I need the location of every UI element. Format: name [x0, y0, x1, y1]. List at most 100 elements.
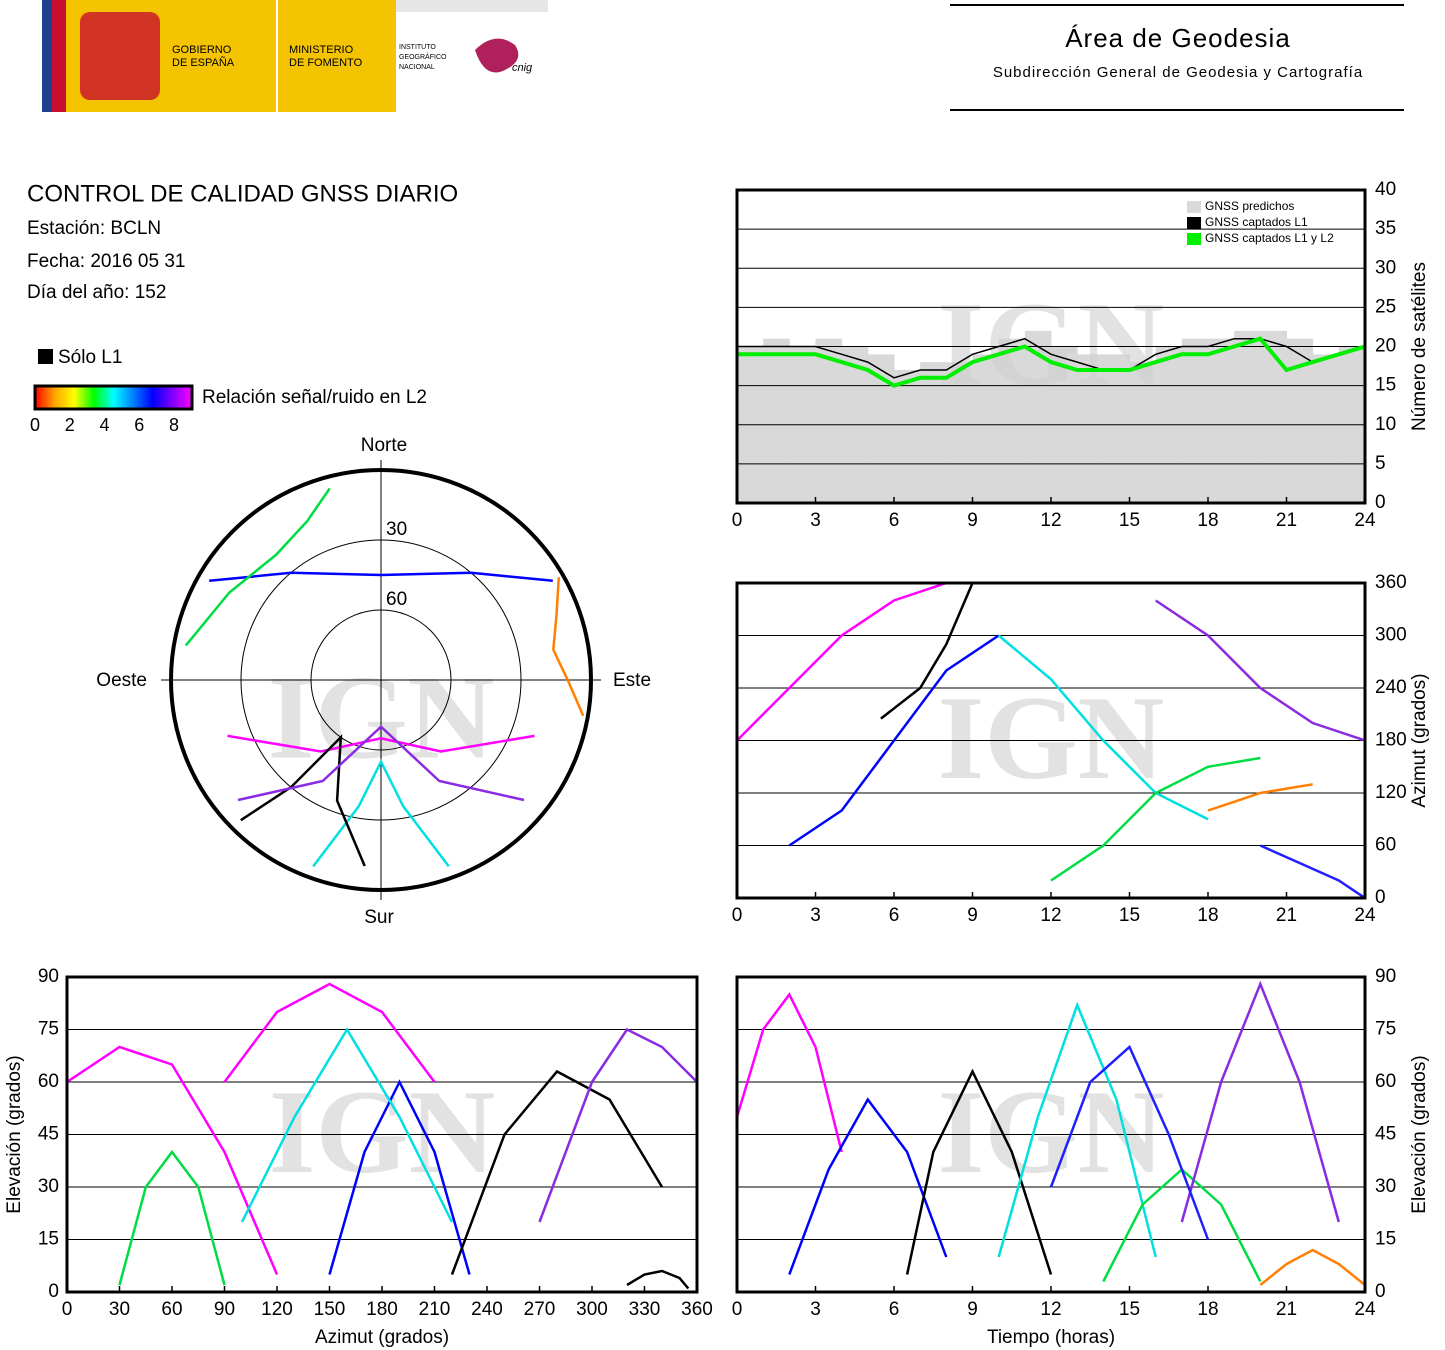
logo-text: GEOGRÁFICO	[399, 52, 447, 61]
track	[1050, 756, 1261, 882]
predicted-bar	[815, 338, 843, 503]
x-tick-label: 60	[161, 1299, 182, 1320]
sky-track	[312, 758, 450, 868]
sky-track	[184, 487, 331, 647]
track	[997, 1001, 1157, 1258]
logo-panel	[278, 0, 396, 112]
x-tick-label: 3	[810, 510, 821, 531]
x-tick-label: 300	[576, 1299, 608, 1320]
y-tick-label: 120	[1375, 782, 1407, 803]
north-label: Norte	[361, 435, 407, 456]
predicted-bar	[998, 338, 1026, 503]
ring-label: 60	[386, 589, 407, 610]
predicted-bar	[1234, 330, 1261, 503]
colorbar-tick-label: 4	[99, 415, 109, 435]
y-axis-label: Elevación (grados)	[4, 1055, 25, 1213]
track	[788, 634, 1000, 847]
y-tick-label: 300	[1375, 625, 1407, 646]
x-tick-label: 15	[1119, 1299, 1140, 1320]
logo-text: INSTITUTO	[399, 44, 436, 51]
x-tick-label: 12	[1040, 510, 1061, 531]
logo-text: DE ESPAÑA	[172, 56, 235, 69]
y-axis-label: Azimut (grados)	[1409, 673, 1430, 807]
predicted-bar	[1312, 354, 1340, 503]
legend-label: GNSS predichos	[1205, 199, 1294, 213]
x-tick-label: 6	[889, 510, 900, 531]
x-tick-label: 30	[109, 1299, 130, 1320]
track	[240, 1027, 454, 1223]
logo-text: GOBIERNO	[172, 44, 232, 56]
west-label: Oeste	[96, 670, 147, 691]
y-axis-label: Elevación (grados)	[1409, 1055, 1430, 1213]
horizon	[169, 468, 593, 892]
x-tick-label: 12	[1040, 905, 1061, 926]
y-tick-label: 5	[1375, 453, 1386, 474]
predicted-bar	[1260, 330, 1287, 503]
logo-block: GOBIERNO DE ESPAÑA MINISTERIO DE FOMENTO…	[42, 0, 548, 112]
x-tick-label: 120	[261, 1299, 293, 1320]
x-tick-label: 0	[62, 1299, 73, 1320]
colorbar-tick-label: 8	[169, 415, 179, 435]
header-title: Área de Geodesia	[1065, 23, 1291, 53]
plot-area: IGN	[737, 190, 1365, 503]
logo-text: DE FOMENTO	[289, 57, 363, 69]
y-tick-label: 20	[1375, 336, 1396, 357]
l1-swatch	[38, 349, 53, 364]
x-tick-label: 180	[366, 1299, 398, 1320]
predicted-bar	[894, 369, 921, 503]
l1-label: Sólo L1	[58, 347, 122, 368]
predicted-bar	[763, 338, 790, 503]
track	[880, 583, 974, 720]
colorbar-tick-label: 6	[134, 415, 144, 435]
predicted-bar	[1077, 354, 1104, 503]
x-tick-label: 15	[1119, 510, 1140, 531]
track	[1259, 1248, 1365, 1286]
y-tick-label: 30	[38, 1176, 59, 1197]
x-tick-label: 0	[732, 905, 743, 926]
y-tick-label: 0	[1375, 492, 1386, 513]
y-tick-label: 30	[1375, 1176, 1396, 1197]
x-tick-label: 210	[419, 1299, 451, 1320]
x-tick-label: 3	[810, 905, 821, 926]
x-tick-label: 9	[967, 510, 978, 531]
y-tick-label: 60	[1375, 1071, 1396, 1092]
y-tick-label: 0	[48, 1281, 59, 1302]
x-tick-label: 0	[732, 510, 743, 531]
y-tick-label: 45	[1375, 1124, 1396, 1145]
report-day: Día del año: 152	[27, 282, 166, 303]
track	[997, 634, 1209, 821]
sky-track	[552, 577, 585, 717]
x-tick-label: 18	[1197, 1299, 1218, 1320]
x-tick-label: 21	[1276, 905, 1297, 926]
x-tick-label: 24	[1354, 510, 1376, 531]
header-subtitle: Subdirección General de Geodesia y Carto…	[993, 64, 1363, 81]
y-tick-label: 35	[1375, 218, 1396, 239]
watermark: IGN	[938, 671, 1165, 804]
y-tick-label: 180	[1375, 730, 1407, 751]
track	[788, 1097, 948, 1275]
x-tick-label: 270	[524, 1299, 556, 1320]
sky-track	[237, 724, 525, 802]
y-tick-label: 60	[38, 1071, 59, 1092]
y-tick-label: 60	[1375, 835, 1396, 856]
track	[737, 992, 843, 1153]
logo-bar	[396, 0, 548, 12]
track	[737, 583, 947, 742]
y-tick-label: 15	[1375, 1229, 1396, 1250]
x-axis-label: Tiempo (horas)	[987, 1327, 1115, 1348]
x-tick-label: 21	[1276, 1299, 1297, 1320]
logo-shield	[80, 12, 160, 100]
y-tick-label: 75	[38, 1019, 59, 1040]
count-line	[737, 336, 1365, 388]
track	[538, 1027, 697, 1223]
track	[223, 982, 436, 1083]
track	[626, 1269, 690, 1290]
legend-label: GNSS captados L1 y L2	[1205, 231, 1334, 245]
y-tick-label: 90	[1375, 966, 1396, 987]
x-tick-label: 12	[1040, 1299, 1061, 1320]
legend-swatch	[1187, 201, 1201, 213]
x-tick-label: 24	[1354, 905, 1376, 926]
watermark: IGN	[269, 1065, 496, 1198]
watermark: IGN	[938, 277, 1165, 410]
